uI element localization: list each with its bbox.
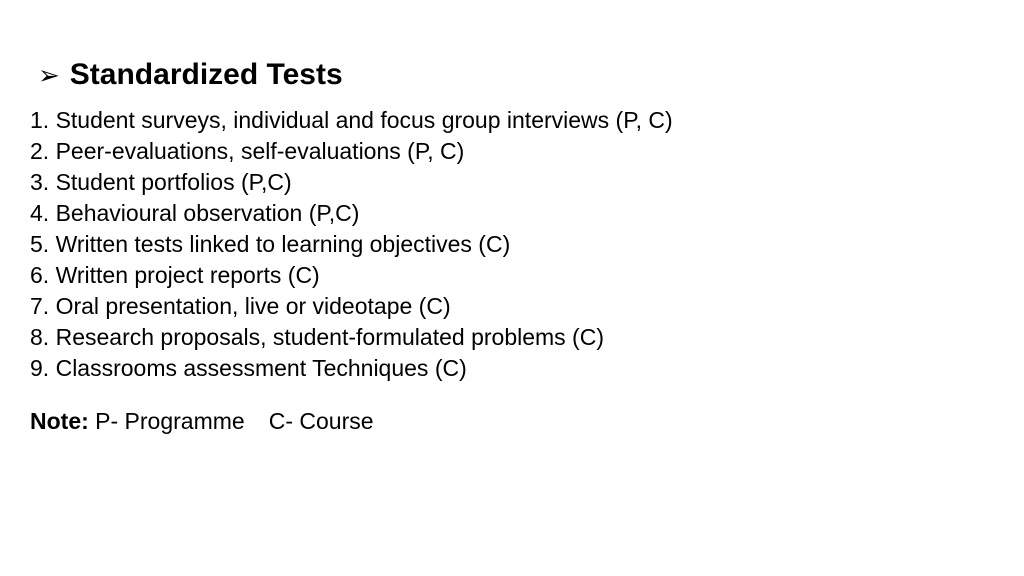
list-item: Oral presentation, live or videotape (C)	[30, 291, 994, 322]
list-item: Student portfolios (P,C)	[30, 167, 994, 198]
numbered-list: Student surveys, individual and focus gr…	[30, 105, 994, 384]
list-item: Written tests linked to learning objecti…	[30, 229, 994, 260]
arrow-bullet-icon: ➢	[38, 62, 60, 88]
slide: ➢ Standardized Tests Student surveys, in…	[0, 0, 1024, 465]
note-part-2: C- Course	[269, 408, 374, 434]
note-part-1: P- Programme	[95, 408, 245, 434]
list-item: Behavioural observation (P,C)	[30, 198, 994, 229]
list-item: Classrooms assessment Techniques (C)	[30, 353, 994, 384]
list-item: Research proposals, student-formulated p…	[30, 322, 994, 353]
heading-row: ➢ Standardized Tests	[38, 58, 994, 91]
heading-text: Standardized Tests	[70, 58, 343, 91]
note-line: Note: P- Programme C- Course	[30, 408, 994, 435]
note-label: Note:	[30, 408, 89, 434]
list-item: Student surveys, individual and focus gr…	[30, 105, 994, 136]
list-item: Peer-evaluations, self-evaluations (P, C…	[30, 136, 994, 167]
list-item: Written project reports (C)	[30, 260, 994, 291]
